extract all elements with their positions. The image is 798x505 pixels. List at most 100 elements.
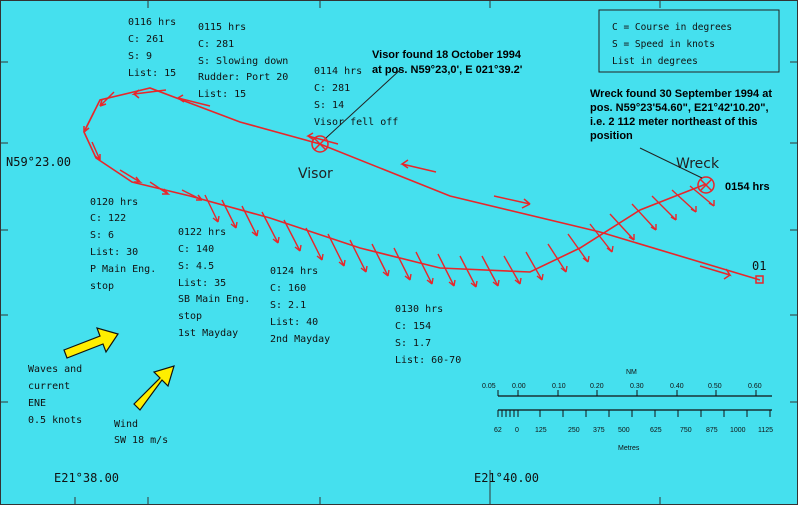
svg-text:pos. N59°23'54.60", E21°42'10.: pos. N59°23'54.60", E21°42'10.20", — [590, 102, 769, 114]
svg-text:0116 hrs: 0116 hrs — [128, 17, 176, 28]
svg-text:0.60: 0.60 — [748, 383, 762, 390]
svg-text:0.20: 0.20 — [590, 383, 604, 390]
svg-text:NM: NM — [626, 369, 637, 376]
svg-text:0115 hrs: 0115 hrs — [198, 22, 246, 33]
svg-text:875: 875 — [706, 427, 718, 434]
svg-text:1st Mayday: 1st Mayday — [178, 328, 238, 339]
svg-text:List: 15: List: 15 — [198, 89, 246, 100]
svg-text:S: 6: S: 6 — [90, 230, 114, 241]
wind-note: Wind SW 18 m/s — [114, 419, 168, 446]
visor-marker — [311, 135, 329, 153]
svg-text:S: 4.5: S: 4.5 — [178, 261, 214, 272]
visor-found-note: Visor found 18 October 1994 at pos. N59°… — [372, 49, 523, 76]
svg-text:C: 140: C: 140 — [178, 244, 214, 255]
svg-text:P Main Eng.: P Main Eng. — [90, 264, 156, 275]
svg-text:S = Speed in knots: S = Speed in knots — [612, 39, 715, 50]
svg-text:0.10: 0.10 — [552, 383, 566, 390]
svg-text:C = Course in degrees: C = Course in degrees — [612, 22, 732, 33]
svg-text:0130 hrs: 0130 hrs — [395, 304, 443, 315]
svg-text:SB Main Eng.: SB Main Eng. — [178, 294, 250, 305]
list-arrows — [204, 185, 715, 288]
note-0124: 0124 hrs C: 160 S: 2.1 List: 40 2nd Mayd… — [270, 266, 330, 345]
svg-text:Rudder: Port 20: Rudder: Port 20 — [198, 72, 288, 83]
svg-text:Visor fell off: Visor fell off — [314, 117, 398, 128]
svg-text:List: 40: List: 40 — [270, 317, 318, 328]
svg-text:List: 60-70: List: 60-70 — [395, 355, 461, 366]
ship-heading-marks — [83, 89, 732, 280]
scale-bar: NM 0.05 0.00 0.10 0.20 0.30 0.40 0.50 0.… — [482, 369, 773, 452]
svg-text:2nd Mayday: 2nd Mayday — [270, 334, 330, 345]
note-0115: 0115 hrs C: 281 S: Slowing down Rudder: … — [198, 22, 288, 100]
svg-text:C: 122: C: 122 — [90, 213, 126, 224]
start-marker — [755, 275, 764, 284]
svg-text:0122 hrs: 0122 hrs — [178, 227, 226, 238]
note-0130: 0130 hrs C: 154 S: 1.7 List: 60-70 — [395, 304, 461, 366]
svg-text:1125: 1125 — [758, 427, 773, 434]
svg-text:at pos. N59°23,0', E 021°39.2': at pos. N59°23,0', E 021°39.2' — [372, 64, 523, 76]
svg-text:125: 125 — [535, 427, 547, 434]
svg-text:Waves and: Waves and — [28, 364, 82, 375]
svg-text:List in degrees: List in degrees — [612, 56, 698, 67]
svg-text:S: 14: S: 14 — [314, 100, 344, 111]
visor-label: Visor — [298, 166, 333, 182]
svg-text:C: 160: C: 160 — [270, 283, 306, 294]
svg-text:S: 2.1: S: 2.1 — [270, 300, 306, 311]
svg-text:S: 9: S: 9 — [128, 51, 152, 62]
svg-text:0114 hrs: 0114 hrs — [314, 66, 362, 77]
note-0122: 0122 hrs C: 140 S: 4.5 List: 35 SB Main … — [178, 227, 250, 339]
lon-label-left: E21°38.00 — [54, 471, 119, 485]
svg-text:Wind: Wind — [114, 419, 138, 430]
wreck-leader — [639, 147, 703, 179]
note-0120: 0120 hrs C: 122 S: 6 List: 30 P Main Eng… — [90, 197, 156, 292]
svg-text:SW 18 m/s: SW 18 m/s — [114, 435, 168, 446]
svg-text:i.e. 2 112 meter northeast of: i.e. 2 112 meter northeast of this — [590, 116, 758, 128]
svg-text:List: 15: List: 15 — [128, 68, 176, 79]
svg-text:stop: stop — [178, 311, 202, 322]
svg-text:0: 0 — [515, 427, 519, 434]
svg-text:Metres: Metres — [618, 445, 640, 452]
svg-text:1000: 1000 — [730, 427, 746, 434]
lat-label: N59°23.00 — [6, 155, 71, 169]
start-label: 01 — [752, 259, 766, 273]
note-0116: 0116 hrs C: 261 S: 9 List: 15 — [128, 17, 176, 79]
svg-text:750: 750 — [680, 427, 692, 434]
svg-text:C: 261: C: 261 — [128, 34, 164, 45]
wind-arrow — [133, 365, 175, 411]
svg-text:C: 154: C: 154 — [395, 321, 431, 332]
svg-text:S: 1.7: S: 1.7 — [395, 338, 431, 349]
svg-text:0.5 knots: 0.5 knots — [28, 415, 82, 426]
svg-text:0.30: 0.30 — [630, 383, 644, 390]
svg-text:List: 35: List: 35 — [178, 278, 226, 289]
svg-text:625: 625 — [650, 427, 662, 434]
svg-text:List: 30: List: 30 — [90, 247, 138, 258]
svg-text:0.00: 0.00 — [512, 383, 526, 390]
svg-text:Wreck found 30 September 1994: Wreck found 30 September 1994 at — [590, 88, 772, 100]
wreck-marker — [697, 176, 715, 194]
waves-arrow — [63, 327, 119, 359]
svg-text:Visor found 18 October 1994: Visor found 18 October 1994 — [372, 49, 522, 61]
wreck-label: Wreck — [676, 156, 720, 172]
ship-track — [83, 87, 761, 281]
svg-text:ENE: ENE — [28, 398, 46, 409]
note-0114: 0114 hrs C: 281 S: 14 Visor fell off — [314, 66, 398, 128]
wreck-found-note: Wreck found 30 September 1994 at pos. N5… — [590, 88, 772, 142]
svg-text:375: 375 — [593, 427, 605, 434]
svg-text:0.05: 0.05 — [482, 383, 496, 390]
svg-text:250: 250 — [568, 427, 580, 434]
svg-text:current: current — [28, 381, 70, 392]
svg-text:C: 281: C: 281 — [314, 83, 350, 94]
svg-text:stop: stop — [90, 281, 114, 292]
svg-text:62: 62 — [494, 427, 502, 434]
svg-text:C: 281: C: 281 — [198, 39, 234, 50]
lon-label-right: E21°40.00 — [474, 471, 539, 485]
svg-text:S: Slowing down: S: Slowing down — [198, 56, 288, 67]
svg-text:0124 hrs: 0124 hrs — [270, 266, 318, 277]
svg-text:0.50: 0.50 — [708, 383, 722, 390]
legend: C = Course in degrees S = Speed in knots… — [598, 9, 780, 73]
visor-leader — [325, 69, 401, 139]
wreck-time: 0154 hrs — [725, 181, 770, 193]
svg-text:position: position — [590, 130, 633, 142]
svg-text:0.40: 0.40 — [670, 383, 684, 390]
